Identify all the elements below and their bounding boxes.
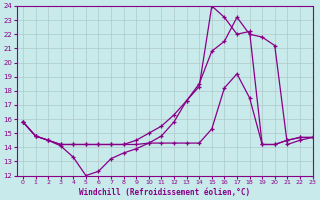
X-axis label: Windchill (Refroidissement éolien,°C): Windchill (Refroidissement éolien,°C)	[79, 188, 250, 197]
